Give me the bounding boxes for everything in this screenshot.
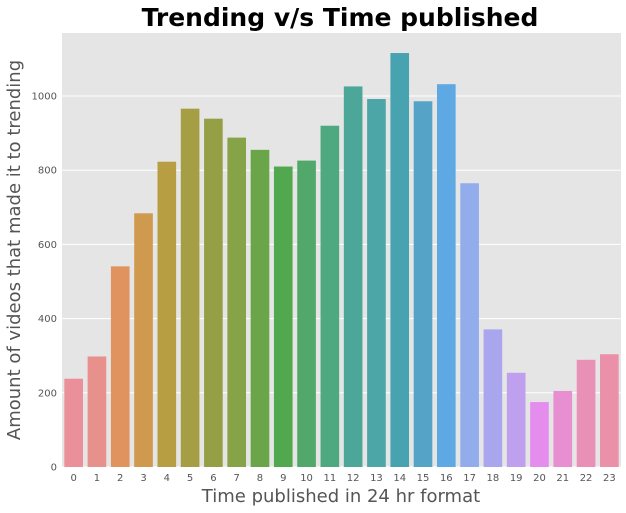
x-tick-label: 7 (234, 473, 240, 484)
x-tick-label: 20 (533, 473, 546, 484)
bar-10 (297, 160, 316, 467)
x-tick-label: 11 (323, 473, 336, 484)
bar-0 (64, 378, 83, 467)
bar-7 (227, 137, 247, 467)
y-axis-title: Amount of videos that made it to trendin… (4, 60, 25, 440)
bar-5 (180, 108, 200, 468)
x-tick-label: 17 (463, 473, 476, 484)
bar-15 (413, 101, 433, 467)
bar-8 (250, 149, 270, 467)
x-tick-label: 5 (187, 473, 193, 484)
x-tick-label: 4 (164, 473, 170, 484)
bar-21 (553, 390, 573, 467)
bar-20 (530, 402, 549, 467)
bar-19 (506, 372, 526, 467)
y-tick-label: 1000 (32, 92, 57, 103)
x-tick-label: 13 (370, 473, 383, 484)
gridlines (62, 95, 621, 468)
bar-1 (87, 356, 107, 467)
x-tick-label: 19 (510, 473, 523, 484)
bars (64, 53, 619, 468)
y-tick-label: 600 (38, 240, 57, 251)
bar-16 (436, 84, 456, 467)
chart-title: Trending v/s Time published (142, 3, 539, 32)
plot-area (62, 33, 621, 467)
bar-2 (110, 266, 130, 467)
x-tick-label: 18 (487, 473, 500, 484)
x-tick-label: 14 (393, 473, 406, 484)
x-axis-ticks: 0 1 2 3 4 5 6 7 8 9 10 11 12 13 14 15 16 17 18 19 20 21 22 23 (70, 473, 615, 484)
bar-14 (390, 53, 410, 468)
y-tick-label: 200 (38, 388, 57, 399)
x-axis-title: Time published in 24 hr format (201, 486, 480, 507)
x-tick-label: 1 (94, 473, 100, 484)
x-tick-label: 16 (440, 473, 453, 484)
x-tick-label: 15 (417, 473, 430, 484)
y-axis-ticks: 0 200 400 600 800 1000 (32, 92, 57, 474)
bar-11 (320, 125, 340, 467)
y-tick-label: 800 (38, 166, 57, 177)
bar-18 (483, 329, 503, 467)
x-tick-label: 9 (280, 473, 286, 484)
x-tick-label: 22 (580, 473, 593, 484)
bar-3 (134, 213, 153, 467)
x-tick-label: 6 (210, 473, 216, 484)
x-tick-label: 0 (70, 473, 76, 484)
x-tick-label: 23 (603, 473, 616, 484)
x-tick-label: 2 (117, 473, 123, 484)
bar-6 (204, 118, 223, 467)
bar-23 (600, 354, 619, 467)
x-tick-label: 12 (347, 473, 360, 484)
x-tick-label: 21 (556, 473, 569, 484)
bar-12 (343, 86, 363, 468)
y-tick-label: 400 (38, 314, 57, 325)
x-tick-label: 8 (257, 473, 263, 484)
bar-4 (157, 161, 177, 467)
bar-13 (367, 99, 386, 468)
x-tick-label: 10 (300, 473, 313, 484)
x-tick-label: 3 (140, 473, 146, 484)
bar-9 (273, 166, 293, 468)
bar-17 (460, 183, 479, 467)
bar-22 (576, 359, 596, 467)
y-tick-label: 0 (51, 463, 57, 474)
